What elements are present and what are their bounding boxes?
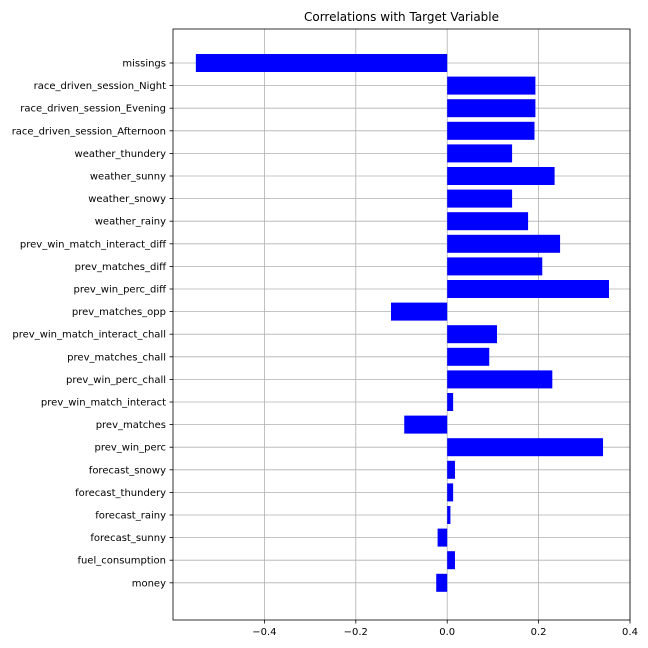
y-tick-label: race_driven_session_Afternoon (12, 126, 166, 137)
y-tick-label: prev_win_perc (95, 443, 167, 454)
y-tick-label: prev_win_perc_diff (73, 285, 167, 296)
y-tick-label: weather_thundery (75, 149, 167, 160)
y-tick-label: fuel_consumption (77, 556, 166, 567)
y-tick-label: prev_matches_chall (67, 352, 166, 363)
bar (447, 234, 561, 253)
bar (447, 506, 451, 524)
bar (447, 167, 555, 185)
bars-layer (195, 54, 609, 592)
plot-frame (172, 28, 631, 621)
ticks-layer: −0.4 −0.2 0.0 0.2 0.4 missings race_driven_ses… (12, 59, 638, 639)
bar (447, 189, 513, 208)
bar (404, 415, 448, 434)
y-tick-label: money (132, 578, 166, 589)
y-tick-label: prev_win_match_interact_chall (12, 330, 166, 341)
bar (447, 438, 604, 457)
bar (447, 393, 454, 411)
x-tick-label: −0.4 (252, 627, 276, 638)
x-tick-label: 0.0 (439, 627, 455, 638)
y-tick-label: forecast_sunny (90, 533, 166, 544)
x-tick-label: −0.2 (344, 627, 368, 638)
bar (447, 121, 535, 140)
y-tick-label: forecast_rainy (95, 511, 166, 522)
bar (447, 76, 536, 95)
y-tick-label: weather_rainy (95, 217, 166, 228)
y-tick-label: prev_win_match_interact (41, 398, 166, 409)
bar (447, 280, 609, 298)
y-tick-label: prev_win_match_interact_diff (20, 239, 167, 250)
y-tick-label: prev_win_perc_chall (66, 375, 166, 386)
bar (447, 460, 455, 479)
bar (436, 573, 448, 592)
y-tick-label: prev_matches_opp (72, 307, 166, 318)
y-tick-label: prev_matches (96, 420, 166, 431)
bar (447, 483, 454, 502)
grid-layer (173, 29, 631, 620)
bar (447, 325, 498, 344)
bar (447, 212, 529, 231)
y-tick-label: forecast_snowy (89, 465, 166, 476)
bar (447, 347, 490, 366)
chart-title: Correlations with Target Variable (304, 10, 499, 24)
bar (447, 551, 455, 570)
y-tick-label: weather_sunny (90, 172, 166, 183)
bar (447, 99, 536, 118)
bar (447, 257, 543, 276)
x-tick-label: 0.4 (622, 627, 638, 638)
bar (437, 528, 448, 547)
y-tick-label: forecast_thundery (75, 488, 166, 499)
y-tick-label: weather_snowy (88, 194, 166, 205)
bar (447, 370, 553, 389)
y-tick-label: prev_matches_diff (75, 262, 167, 273)
y-tick-label: race_driven_session_Night (34, 81, 166, 92)
bar (195, 54, 448, 72)
y-tick-label: race_driven_session_Evening (20, 104, 166, 115)
bar (390, 302, 448, 321)
x-tick-label: 0.2 (531, 627, 547, 638)
bar (447, 144, 513, 163)
y-tick-label: missings (122, 59, 166, 70)
